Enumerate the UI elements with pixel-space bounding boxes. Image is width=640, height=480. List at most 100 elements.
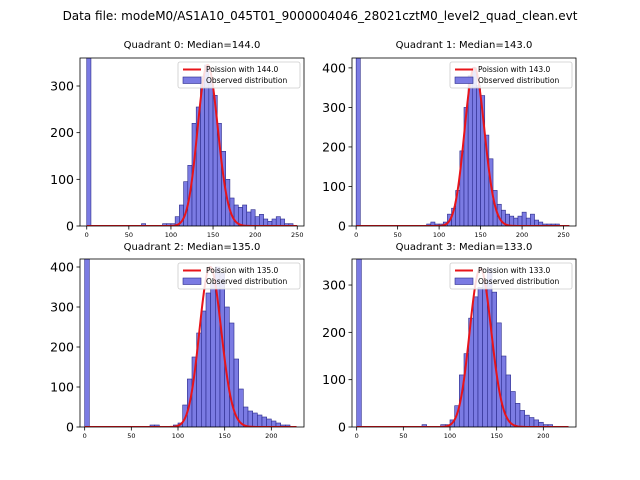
y-tick-label: 300	[50, 300, 74, 315]
x-tick-label: 50	[125, 231, 133, 239]
x-tick-label: 250	[291, 231, 303, 239]
x-tick-label: 0	[355, 432, 359, 440]
histogram-bar	[473, 296, 479, 427]
panel-title: Quadrant 3: Median=133.0	[396, 242, 533, 253]
legend-box	[449, 61, 573, 89]
histogram-bar	[141, 223, 146, 226]
x-tick-label: 200	[265, 432, 277, 440]
legend-bar-label: Observed distribution	[206, 76, 287, 85]
x-tick-label: 50	[127, 432, 135, 440]
y-tick-label: 0	[338, 219, 346, 234]
quadrant-panel-3: Quadrant 3: Median=133.0 0 50 100 150 200 0 100…	[322, 242, 577, 440]
panel-title: Quadrant 0: Median=144.0	[124, 40, 261, 51]
x-tick-label: 50	[399, 432, 407, 440]
y-tick-label: 200	[322, 139, 346, 154]
y-tick-label: 0	[66, 420, 74, 435]
histogram-bar	[242, 204, 248, 226]
axes-frame	[351, 258, 577, 428]
panel-title: Quadrant 2: Median=135.0	[124, 242, 261, 253]
histogram-bar	[275, 216, 281, 226]
x-tick-label: 50	[393, 231, 401, 239]
histogram-bar	[530, 213, 535, 226]
histogram-bar	[482, 279, 488, 427]
histogram-bar	[247, 410, 253, 427]
histogram-bar	[476, 85, 481, 226]
histogram-bar	[519, 410, 525, 427]
histogram-bar	[533, 419, 539, 427]
histogram-bar	[521, 211, 527, 226]
legend-box	[449, 262, 573, 290]
figure-title: Data file: modeM0/AS1A10_045T01_90000040…	[63, 9, 578, 23]
histogram-bar	[257, 414, 263, 427]
plot-area	[355, 58, 570, 226]
histogram-bar	[280, 218, 285, 226]
legend-line-label: Poission with 144.0	[206, 65, 279, 74]
histogram-bar	[261, 416, 267, 427]
y-tick-label: 0	[66, 219, 74, 234]
x-tick-label: 150	[474, 231, 486, 239]
histogram-bar	[84, 259, 90, 427]
legend-box	[177, 61, 301, 89]
histogram-bar	[246, 211, 252, 226]
legend-bar-swatch	[454, 277, 474, 285]
plot-area	[356, 259, 569, 427]
y-tick-label: 300	[50, 79, 74, 94]
x-tick-label: 150	[207, 231, 219, 239]
histogram-bar	[487, 268, 493, 427]
y-tick-label: 100	[322, 179, 346, 194]
panel-title: Quadrant 1: Median=143.0	[396, 40, 533, 51]
legend-bar-label: Observed distribution	[206, 277, 287, 286]
histogram-bar	[86, 58, 92, 226]
legend-bar-swatch	[182, 76, 202, 84]
x-tick-label: 100	[165, 231, 177, 239]
axes-frame	[79, 57, 305, 227]
histogram-bar	[259, 214, 264, 226]
histogram-bar	[243, 406, 249, 427]
histogram-bar	[208, 78, 214, 226]
y-tick-label: 100	[50, 172, 74, 187]
poisson-fit-line	[356, 267, 569, 427]
y-tick-label: 0	[338, 420, 346, 435]
y-tick-label: 100	[322, 372, 346, 387]
histogram-bar	[266, 418, 272, 427]
poisson-fit-line	[86, 64, 298, 226]
poisson-fit-line	[356, 66, 570, 226]
histogram-bar	[471, 67, 477, 226]
axes-frame	[351, 57, 577, 227]
histogram-bar	[509, 215, 515, 226]
x-tick-label: 200	[249, 231, 261, 239]
x-tick-label: 100	[172, 432, 184, 440]
y-tick-label: 200	[50, 340, 74, 355]
y-tick-label: 300	[322, 100, 346, 115]
y-tick-label: 300	[322, 278, 346, 293]
histogram-bar	[513, 217, 519, 226]
histogram-bar	[252, 412, 258, 427]
histogram-bar	[250, 209, 256, 226]
legend-bar-label: Observed distribution	[478, 277, 559, 286]
histogram-bar	[510, 391, 516, 427]
y-tick-label: 400	[50, 260, 74, 275]
y-tick-label: 200	[50, 125, 74, 140]
y-tick-label: 200	[322, 325, 346, 340]
x-tick-label: 0	[354, 231, 358, 239]
x-tick-label: 100	[433, 231, 445, 239]
histogram-bar	[263, 218, 269, 226]
x-tick-label: 150	[218, 432, 230, 440]
x-tick-label: 150	[490, 432, 502, 440]
x-tick-label: 200	[537, 432, 549, 440]
histogram-bar	[525, 217, 531, 226]
plot-area	[86, 58, 298, 226]
histogram-bar	[271, 218, 277, 226]
histogram-bar	[204, 64, 210, 226]
legend-line-label: Poission with 143.0	[478, 65, 551, 74]
quadrant-panel-1: Quadrant 1: Median=143.0 0 50 100 150 200 250 0…	[322, 40, 577, 239]
y-tick-label: 100	[50, 380, 74, 395]
x-tick-label: 100	[444, 432, 456, 440]
legend-line-label: Poission with 133.0	[478, 266, 551, 275]
legend-bar-swatch	[454, 76, 474, 84]
histogram-bar	[201, 310, 207, 427]
histogram-bar	[515, 403, 521, 427]
histogram-bar	[288, 223, 294, 226]
poisson-fit-line	[84, 266, 297, 427]
